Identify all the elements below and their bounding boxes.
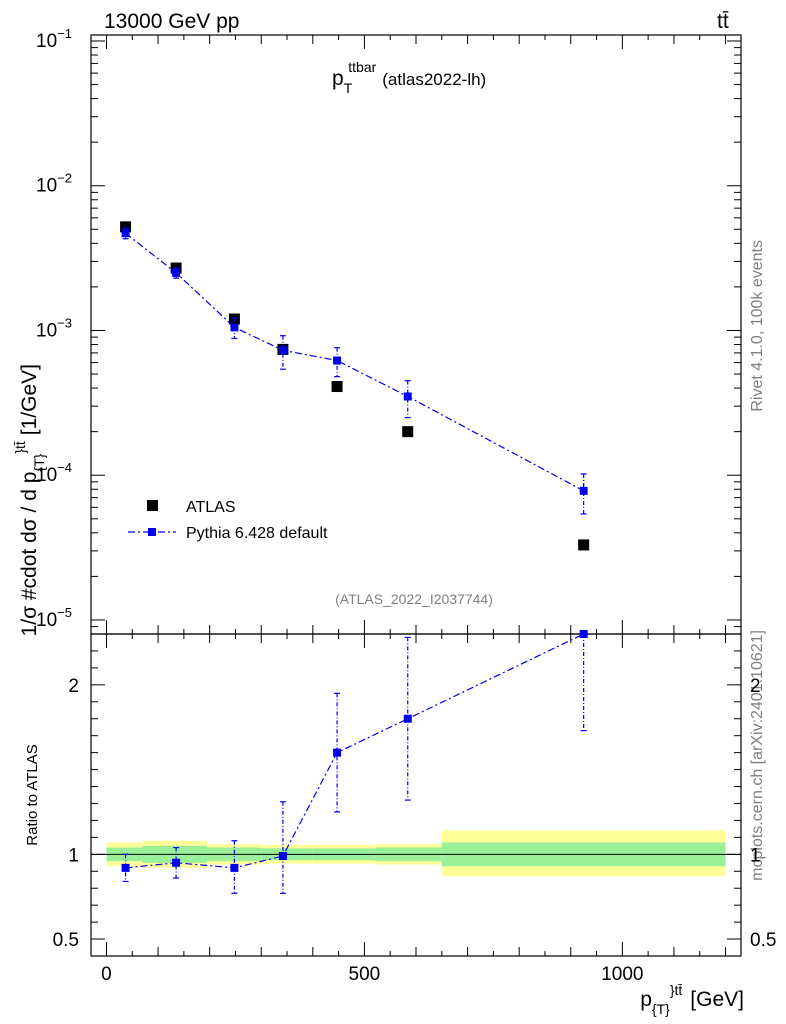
main-ytick-exp-3: −4 [57, 460, 72, 475]
legend-marker-pythia [148, 528, 156, 536]
main-ytick-label-1: 10−2 [36, 171, 72, 197]
process-label: tt̄ [717, 10, 729, 33]
ratio-ytick-label-left-0: 0.5 [53, 930, 79, 951]
main-ytick-base-0: 10 [36, 31, 57, 52]
pythia-main-line [125, 232, 584, 492]
main-title-sup: ttbar [348, 59, 376, 75]
ratio-xtick-label-0: 0 [101, 964, 112, 985]
ratio-xlabel-unit: [GeV] [690, 988, 744, 1011]
main-frame [90, 34, 742, 635]
ratio-ytick-label-left-1: 1 [68, 845, 79, 866]
main-ytick-exp-4: −5 [57, 605, 72, 620]
main-ytick-label-4: 10−5 [36, 605, 72, 631]
main-ytick-base-1: 10 [36, 176, 57, 197]
ratio-xlabel-sub: {T} [652, 1001, 670, 1017]
pythia-ratio-point-5 [403, 714, 412, 723]
ratio-xlabel-text: p [640, 988, 652, 1011]
ratio-ytick-label-right-1: 1 [750, 845, 761, 866]
pythia-main-point-5 [403, 392, 412, 401]
atlas-point-4 [331, 381, 343, 393]
pythia-ratio-point-6 [579, 630, 588, 638]
main-ytick-exp-2: −3 [57, 315, 72, 330]
main-ylabel-sup: }tt̄ [12, 441, 28, 454]
pythia-main-point-3 [278, 346, 287, 355]
pythia-ratio-point-1 [172, 858, 181, 867]
ratio-xtick-label-2: 1000 [601, 964, 643, 985]
main-ytick-base-2: 10 [36, 320, 57, 341]
pythia-ratio-point-2 [230, 863, 239, 872]
atlas-point-5 [402, 426, 414, 438]
pythia-main-point-4 [333, 356, 342, 365]
main-ylabel: 1/σ #cdot dσ / d p{T}}tt̄ [1/GeV] [12, 364, 47, 636]
legend-marker-atlas [147, 500, 158, 511]
legend-label-atlas: ATLAS [186, 499, 236, 516]
ratio-ytick-label-right-0: 0.5 [750, 930, 776, 951]
analysis-id: (ATLAS_2022_I2037744) [335, 591, 493, 607]
main-ytick-label-3: 10−4 [36, 460, 72, 486]
energy-label: 13000 GeV pp [104, 10, 239, 33]
main-title-symbol: p [332, 67, 344, 90]
main-title-sub: T [344, 80, 353, 96]
atlas-point-0 [120, 221, 132, 233]
mcplots-label: mcplots.cern.ch [arXiv:2401.10621] [749, 630, 766, 881]
main-ytick-exp-0: −1 [57, 26, 72, 41]
ratio-ytick-label-right-2: 2 [750, 676, 761, 697]
main-ytick-label-2: 10−3 [36, 315, 72, 341]
pythia-main-point-6 [579, 486, 588, 495]
pythia-main-point-0 [121, 229, 130, 238]
pythia-main-point-2 [230, 323, 239, 332]
atlas-point-6 [578, 539, 590, 551]
main-ylabel-text: 1/σ #cdot dσ / d p [18, 472, 41, 637]
main-ytick-label-0: 10−1 [36, 26, 72, 52]
ratio-xtick-label-1: 500 [349, 964, 381, 985]
ratio-ytick-label-left-2: 2 [68, 676, 79, 697]
ratio-frame [90, 633, 742, 957]
ratio-ylabel: Ratio to ATLAS [24, 744, 41, 845]
pythia-ratio-point-0 [121, 863, 130, 872]
ratio-xlabel: p{T}}tt̄ [GeV] [640, 982, 744, 1017]
main-title: pTttbar (atlas2022-lh) [332, 59, 486, 96]
main-ylabel-sub: {T} [31, 453, 47, 471]
main-ylabel-unit: [1/GeV] [18, 364, 41, 435]
legend: ATLAS Pythia 6.428 default [128, 499, 328, 542]
pythia-ratio-point-3 [278, 852, 287, 861]
ratio-xlabel-sup: }tt̄ [670, 982, 683, 998]
rivet-label: Rivet 4.1.0, 100k events [749, 240, 766, 412]
pythia-ratio-point-4 [333, 748, 342, 757]
pythia-main-point-1 [172, 268, 181, 277]
main-ytick-base-3: 10 [36, 465, 57, 486]
main-ytick-exp-1: −2 [57, 171, 72, 186]
main-title-suffix: (atlas2022-lh) [382, 70, 486, 89]
legend-label-pythia: Pythia 6.428 default [186, 525, 328, 542]
main-ytick-base-4: 10 [36, 610, 57, 631]
